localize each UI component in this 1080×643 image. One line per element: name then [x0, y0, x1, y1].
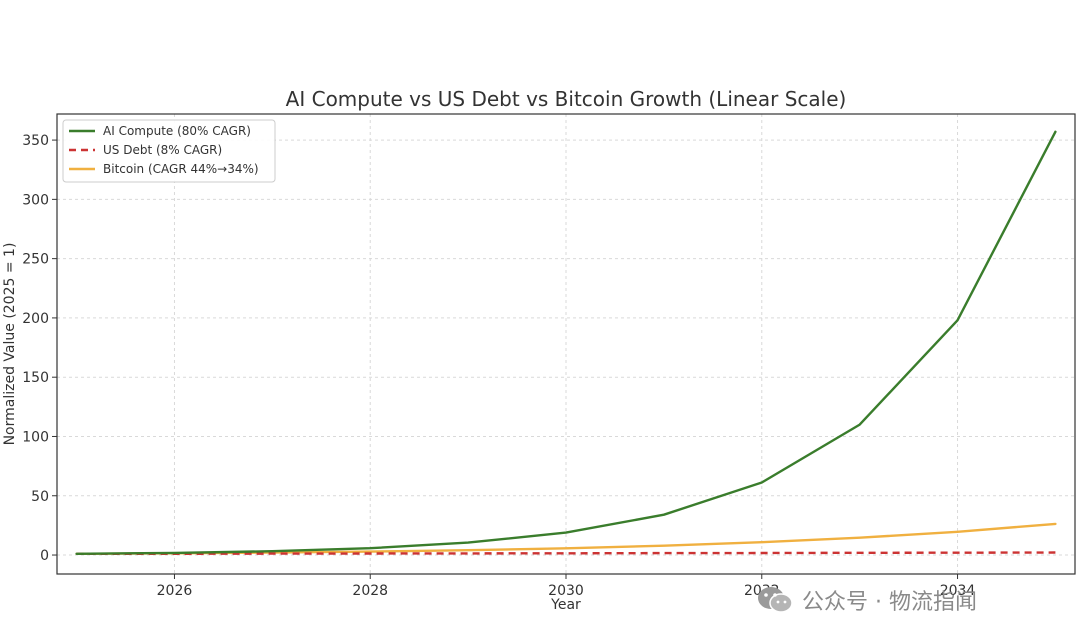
series-line-0: [75, 130, 1057, 555]
y-tick-label: 150: [22, 370, 49, 386]
y-tick-label: 0: [40, 548, 49, 564]
x-tick-label: 2028: [352, 583, 388, 599]
legend-label: US Debt (8% CAGR): [103, 143, 222, 157]
x-tick-label: 2026: [157, 583, 193, 599]
watermark-text: 公众号 · 物流指闻: [802, 590, 977, 615]
y-tick-label: 300: [22, 192, 49, 208]
x-axis-label: Year: [550, 597, 581, 613]
watermark: 公众号 · 物流指闻: [756, 584, 977, 616]
y-tick-label: 200: [22, 311, 49, 327]
legend-label: AI Compute (80% CAGR): [103, 124, 251, 138]
x-tick-label: 2034: [940, 583, 976, 599]
y-tick-label: 350: [22, 133, 49, 149]
y-tick-label: 100: [22, 429, 49, 445]
y-axis-label: Normalized Value (2025 = 1): [2, 243, 18, 446]
chart-title: AI Compute vs US Debt vs Bitcoin Growth …: [286, 87, 847, 111]
series-layer: [75, 130, 1057, 555]
legend: AI Compute (80% CAGR) US Debt (8% CAGR) Bi…: [62, 119, 276, 183]
y-tick-label: 250: [22, 252, 49, 268]
tick-layer: 2026202820302032203405010015020025030035…: [22, 133, 975, 599]
wechat-icon: [758, 587, 793, 613]
y-tick-label: 50: [31, 489, 49, 505]
legend-label: Bitcoin (CAGR 44%→34%): [103, 162, 259, 176]
legend-box: [62, 119, 276, 183]
grid-layer: [57, 114, 1075, 574]
x-tick-label: 2030: [548, 583, 584, 599]
